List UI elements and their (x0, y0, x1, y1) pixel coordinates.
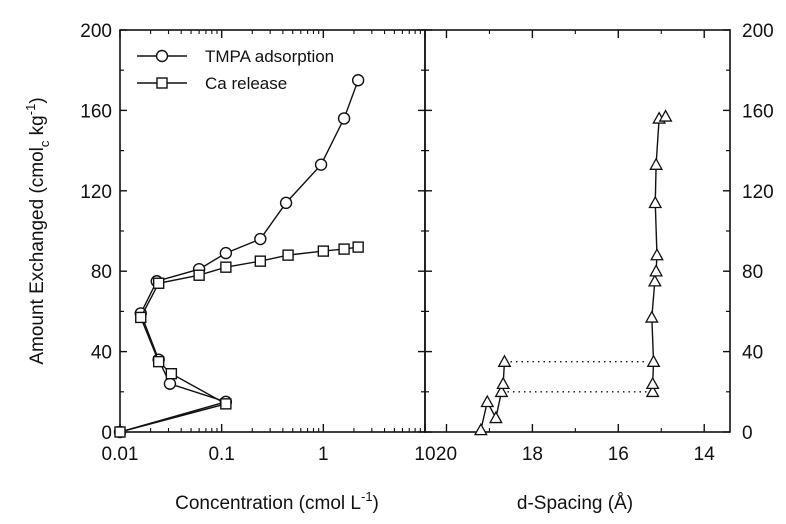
data-point-square (220, 398, 232, 410)
left-panel: 0 40 80 120 160 200 0.01 0.1 1 10 (80, 21, 730, 465)
x-axis-title-left: Concentration (cmol L-1) (175, 489, 379, 514)
data-point-triangle (650, 247, 664, 261)
data-point-circle (155, 49, 169, 63)
right-panel: 20 18 16 14 (424, 29, 731, 465)
right-y-axis: 0 40 80 120 160 200 (723, 21, 774, 444)
right-y-tick-label: 200 (742, 21, 774, 42)
data-point-triangle (646, 354, 661, 367)
data-point-triangle (658, 109, 673, 122)
data-point-circle (314, 158, 328, 171)
data-point-square (156, 77, 168, 89)
x-axis-title-part: Concentration (cmol L (175, 493, 361, 514)
y-tick-label: 160 (80, 101, 112, 122)
data-point-square (220, 261, 232, 273)
data-point-circle (219, 246, 233, 260)
data-point-square (317, 245, 330, 257)
data-point-square (338, 243, 350, 255)
data-point-circle (163, 377, 177, 390)
y-tick-label: 0 (101, 423, 112, 444)
data-point-triangle (497, 354, 512, 367)
data-point-triangle (645, 376, 660, 390)
x-axis-title-part: ) (373, 493, 379, 514)
data-point-triangle (645, 384, 660, 398)
x-tick-label: 1 (318, 444, 329, 465)
y-axis-title: Amount Exchanged (cmolc kg-1) (23, 97, 52, 364)
y-axis-title-part: -1 (23, 104, 38, 116)
y-axis-title-part: ) (27, 97, 48, 103)
data-point-triangle (649, 157, 664, 170)
x-tick-label: 0.1 (208, 444, 234, 465)
data-point-square (352, 241, 364, 253)
data-point-triangle (496, 376, 511, 390)
data-point-triangle (488, 410, 503, 424)
data-point-triangle (480, 394, 495, 408)
x-tick-label: 20 (436, 444, 457, 465)
data-point-square (152, 355, 165, 368)
data-point-square (114, 426, 126, 438)
data-point-square (152, 277, 165, 289)
right-y-tick-label: 120 (742, 182, 774, 203)
y-axis-title-part: kg (27, 115, 48, 140)
right-y-tick-label: 160 (742, 101, 774, 122)
y-tick-label: 40 (91, 343, 112, 364)
x-axis-title-part: -1 (361, 489, 373, 504)
x-tick-label: 16 (608, 444, 629, 465)
right-y-tick-label: 0 (742, 423, 753, 444)
data-point-circle (254, 232, 267, 246)
legend: TMPA adsorption Ca release (137, 47, 334, 93)
x-tick-label: 0.01 (102, 444, 139, 465)
data-point-square (193, 269, 205, 281)
data-point-square (282, 249, 294, 261)
y-tick-label: 80 (91, 262, 112, 283)
data-point-triangle (644, 310, 659, 323)
data-point-square (135, 311, 147, 324)
right-y-tick-label: 40 (742, 343, 763, 364)
legend-label: Ca release (205, 74, 287, 93)
right-plot-frame (424, 29, 731, 433)
y-tick-label: 200 (80, 21, 112, 42)
data-point-triangle (648, 195, 663, 209)
y-axis-title-part: c (37, 140, 52, 147)
data-point-circle (279, 196, 293, 210)
right-y-tick-label: 80 (742, 262, 763, 283)
x-tick-label: 14 (694, 444, 716, 465)
data-point-triangle (473, 422, 488, 436)
x-tick-label: 10 (414, 444, 435, 465)
series-line-ca (119, 246, 359, 433)
y-axis-title-part: Amount Exchanged (cmol (27, 147, 48, 365)
x-axis-title-right: d-Spacing (Å) (517, 493, 633, 514)
data-point-triangle (647, 274, 662, 287)
data-point-circle (337, 112, 351, 125)
legend-label: TMPA adsorption (205, 47, 334, 66)
y-tick-label: 120 (80, 182, 112, 203)
data-point-triangle (494, 384, 509, 398)
x-tick-label: 18 (522, 444, 543, 465)
data-point-circle (351, 74, 365, 87)
data-point-square (165, 368, 178, 380)
data-point-triangle (649, 264, 664, 277)
data-point-square (254, 255, 267, 267)
